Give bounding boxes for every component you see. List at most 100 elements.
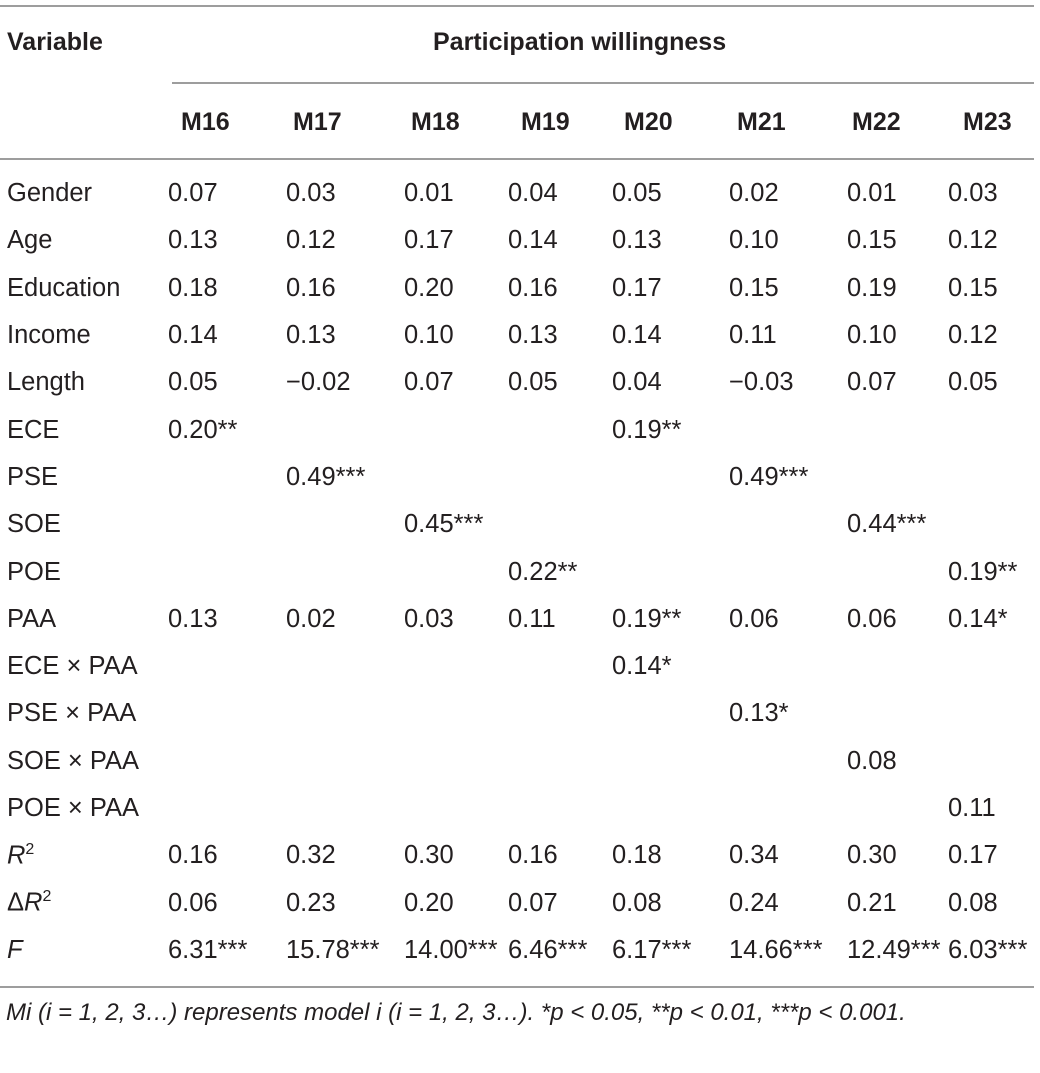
table-cell: 0.34 [729,841,779,870]
row-label: PSE × PAA [7,699,137,728]
table-cell: 0.05 [612,179,662,208]
table-row: POE × PAA 0.11 [0,785,1040,832]
table-cell [286,501,404,548]
table-cell: 0.01 [404,179,454,208]
model-header: M23 [963,108,1012,136]
table-cell: 0.19 [847,273,897,302]
model-header: M17 [293,108,342,136]
table-cell: 0.14 [168,321,218,350]
table-cell: 0.08 [612,888,662,917]
table-cell: 6.17*** [612,935,692,964]
row-label: Income [7,321,91,350]
table-cell: 0.14 [508,226,558,255]
table-cell: 0.18 [168,273,218,302]
table-row: POE 0.22** 0.19** [0,548,1040,595]
table-cell [508,785,612,832]
table-cell: 0.07 [168,179,218,208]
table-cell: 0.01 [847,179,897,208]
table-cell [286,406,404,453]
table-cell: 0.13 [508,321,558,350]
table-cell [168,738,286,785]
table-cell: 0.05 [948,368,998,397]
table-cell: 0.12 [948,226,998,255]
table-cell [948,406,1040,453]
table-cell: 0.15 [729,273,779,302]
table-cell: 0.44*** [847,510,927,539]
table-cell: 0.23 [286,888,336,917]
table-cell: 0.45*** [404,510,484,539]
table-cell: 0.17 [404,226,454,255]
row-label: SOE [7,510,61,539]
model-header: M20 [624,108,673,136]
row-label: Age [7,226,53,255]
table-cell: 0.19** [612,415,682,444]
table-cell [508,738,612,785]
table-row: F 6.31*** 15.78*** 14.00*** 6.46*** 6.17*** 14… [0,927,1040,974]
table-row: Education 0.18 0.16 0.20 0.16 0.17 0.15 0.19 0.1… [0,265,1040,312]
header-rule [0,158,1034,160]
table-cell [612,501,729,548]
table-cell [404,738,508,785]
model-header: M18 [411,108,460,136]
table-cell [286,690,404,737]
model-header: M19 [521,108,570,136]
table-cell: 0.14* [612,652,672,681]
group-header: Participation willingness [433,28,727,56]
table-cell: 0.32 [286,841,336,870]
table-cell: 0.22** [508,557,578,586]
table-cell [404,548,508,595]
table-cell [404,643,508,690]
table-footnote: Mi (i = 1, 2, 3…) represents model i (i … [6,999,906,1026]
table-row: Age 0.13 0.12 0.17 0.14 0.13 0.10 0.15 0.12 [0,217,1040,264]
row-label: PAA [7,604,57,633]
table-cell: 0.15 [847,226,897,255]
table-row: ECE × PAA 0.14* [0,643,1040,690]
table-row: ECE 0.20** 0.19** [0,406,1040,453]
bottom-rule [0,986,1034,988]
table-cell: 0.11 [508,604,556,633]
table-cell: 0.15 [948,273,998,302]
table-cell [508,690,612,737]
table-cell: 0.12 [948,321,998,350]
table-cell: 0.06 [847,604,897,633]
table-cell: 0.19** [948,557,1018,586]
table-cell [612,690,729,737]
row-label: F [7,935,23,964]
table-cell: 6.46*** [508,935,588,964]
table-cell: 0.17 [612,273,662,302]
table-cell: 0.06 [729,604,779,633]
table-cell: 0.06 [168,888,218,917]
table-cell [948,501,1040,548]
table-row: SOE 0.45*** 0.44*** [0,501,1040,548]
row-label: SOE × PAA [7,746,140,775]
table-cell [948,738,1040,785]
table-cell [948,690,1040,737]
table-cell: 0.18 [612,841,662,870]
table-cell: 0.05 [508,368,558,397]
table-cell: 14.00*** [404,935,498,964]
table-cell: 0.49*** [729,462,809,491]
table-row: Income 0.14 0.13 0.10 0.13 0.14 0.11 0.10 0.12 [0,312,1040,359]
table-cell [508,643,612,690]
model-header: M16 [181,108,230,136]
table-row: ΔR2 0.06 0.23 0.20 0.07 0.08 0.24 0.21 0.08 [0,879,1040,926]
table-cell: 0.04 [612,368,662,397]
table-cell: 0.49*** [286,462,366,491]
table-cell: 0.16 [286,273,336,302]
table-cell: 6.03*** [948,935,1028,964]
table-cell: 0.08 [948,888,998,917]
table-row: SOE × PAA 0.08 [0,738,1040,785]
table-cell [847,548,948,595]
table-cell [847,690,948,737]
table-cell [286,738,404,785]
table-cell: 0.08 [847,746,897,775]
table-cell [729,643,847,690]
table-cell: 0.07 [847,368,897,397]
table-cell [729,501,847,548]
table-cell: 0.20 [404,273,454,302]
group-underline [172,82,1034,84]
model-header: M21 [737,108,786,136]
table-cell: 0.11 [948,794,996,822]
table-cell: −0.03 [729,368,794,397]
table-cell: 14.66*** [729,935,823,964]
